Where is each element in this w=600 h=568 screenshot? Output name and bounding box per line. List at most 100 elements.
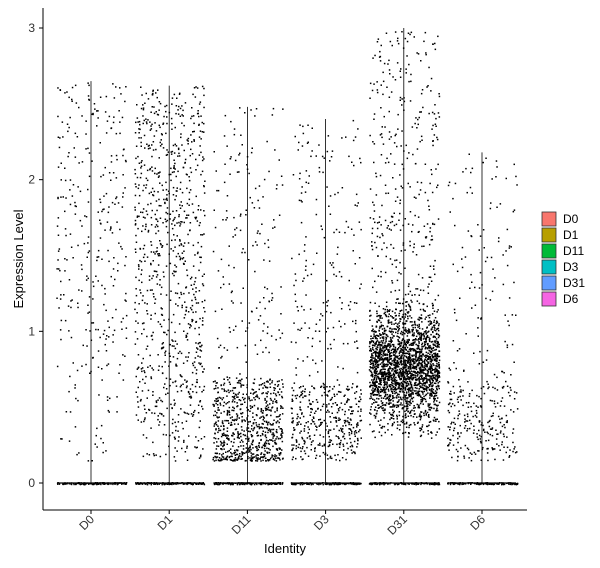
data-point bbox=[157, 415, 159, 417]
data-point bbox=[175, 365, 177, 367]
data-point bbox=[350, 228, 353, 230]
data-point bbox=[329, 160, 331, 162]
data-point bbox=[250, 458, 252, 460]
data-point bbox=[298, 443, 300, 446]
data-point bbox=[406, 362, 409, 364]
data-point bbox=[273, 435, 276, 437]
data-point bbox=[223, 388, 225, 390]
data-point bbox=[296, 306, 299, 308]
data-point bbox=[395, 133, 397, 136]
data-point bbox=[85, 483, 87, 485]
data-point bbox=[427, 430, 429, 432]
data-point bbox=[216, 483, 218, 485]
data-point bbox=[219, 429, 222, 432]
data-point bbox=[301, 145, 304, 147]
data-point bbox=[89, 483, 91, 485]
data-point bbox=[433, 376, 436, 379]
data-point bbox=[181, 191, 184, 194]
data-point bbox=[76, 369, 79, 372]
data-point bbox=[272, 428, 275, 431]
data-point bbox=[159, 284, 161, 286]
data-point bbox=[199, 145, 201, 147]
data-point bbox=[141, 94, 143, 96]
data-point bbox=[181, 306, 183, 309]
data-point bbox=[144, 102, 146, 104]
data-point bbox=[191, 299, 193, 302]
data-point bbox=[430, 385, 433, 387]
data-point bbox=[191, 415, 194, 417]
data-point bbox=[139, 247, 141, 250]
data-point bbox=[356, 446, 358, 448]
data-point bbox=[216, 452, 218, 455]
data-point bbox=[435, 357, 437, 360]
data-point bbox=[340, 439, 342, 442]
data-point bbox=[330, 406, 333, 408]
data-point bbox=[391, 387, 393, 390]
data-point bbox=[336, 411, 339, 414]
data-point bbox=[146, 179, 149, 182]
data-point bbox=[336, 425, 338, 427]
data-point bbox=[385, 192, 387, 195]
data-point bbox=[120, 321, 123, 323]
data-point bbox=[186, 214, 188, 216]
data-point bbox=[394, 349, 397, 352]
data-point bbox=[335, 459, 337, 461]
data-point bbox=[198, 426, 201, 429]
data-point bbox=[291, 483, 293, 485]
data-point bbox=[371, 245, 373, 247]
data-point bbox=[240, 384, 242, 386]
data-point bbox=[256, 460, 259, 462]
data-point bbox=[373, 83, 375, 85]
data-point bbox=[212, 458, 214, 461]
data-point bbox=[115, 154, 118, 157]
data-point bbox=[155, 218, 157, 220]
data-point bbox=[249, 483, 252, 485]
data-point bbox=[171, 407, 173, 410]
data-point bbox=[200, 454, 202, 456]
data-point bbox=[351, 410, 353, 412]
data-point bbox=[135, 234, 137, 237]
data-point bbox=[215, 421, 217, 423]
data-point bbox=[354, 263, 356, 265]
data-point bbox=[198, 123, 200, 126]
data-point bbox=[346, 442, 348, 445]
data-point bbox=[192, 211, 195, 214]
data-point bbox=[169, 355, 171, 357]
data-point bbox=[411, 126, 414, 128]
data-point bbox=[327, 432, 330, 435]
data-point bbox=[182, 362, 185, 364]
data-point bbox=[323, 391, 326, 394]
data-point bbox=[395, 379, 398, 382]
data-point bbox=[436, 375, 439, 378]
data-point bbox=[398, 329, 400, 331]
data-point bbox=[437, 35, 439, 38]
data-point bbox=[256, 483, 258, 486]
data-point bbox=[295, 439, 298, 441]
data-point bbox=[230, 300, 233, 302]
data-point bbox=[414, 387, 417, 389]
data-point bbox=[229, 158, 231, 160]
data-point bbox=[379, 363, 382, 365]
data-point bbox=[416, 375, 419, 377]
data-point bbox=[86, 275, 88, 277]
data-point bbox=[233, 216, 235, 219]
data-point bbox=[213, 209, 215, 211]
data-point bbox=[386, 157, 388, 160]
data-point bbox=[249, 410, 251, 412]
data-point bbox=[383, 344, 386, 347]
data-point bbox=[188, 204, 190, 206]
data-point bbox=[379, 60, 382, 62]
data-point bbox=[418, 116, 420, 119]
data-point bbox=[180, 384, 182, 387]
data-point bbox=[380, 388, 382, 391]
data-point bbox=[235, 227, 238, 229]
data-point bbox=[144, 417, 146, 419]
data-point bbox=[369, 301, 372, 304]
data-point bbox=[278, 421, 280, 424]
data-point bbox=[85, 216, 88, 218]
data-point bbox=[389, 258, 392, 260]
data-point bbox=[348, 388, 350, 391]
data-point bbox=[256, 394, 258, 396]
data-point bbox=[356, 424, 358, 426]
data-point bbox=[225, 403, 227, 405]
